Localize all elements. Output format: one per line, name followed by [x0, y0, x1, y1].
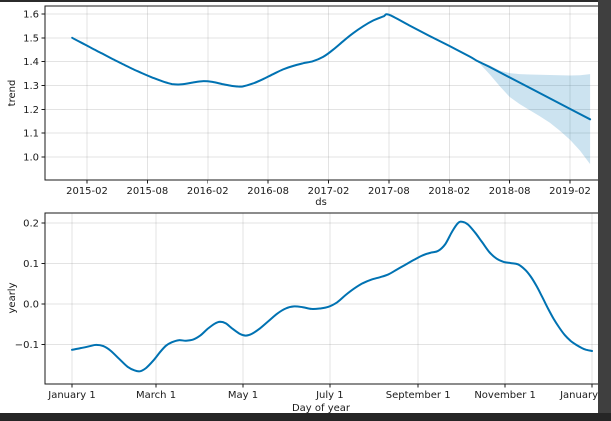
trend-line: [71, 13, 592, 121]
x-tick-label: 2018-02: [428, 186, 470, 197]
x-tick-label: May 1: [228, 390, 258, 401]
trend-yaxis-label: trend: [7, 80, 18, 107]
x-tick-label: 2019-02: [549, 186, 591, 197]
gridlines: [45, 213, 598, 384]
x-tick-label: 2017-08: [368, 186, 410, 197]
y-tick-label: 1.4: [23, 57, 39, 68]
x-tick-label: 2015-08: [126, 186, 168, 197]
yearly-yaxis-label: yearly: [7, 282, 18, 313]
tick-labels: 2015-02 2015-08 2016-02 2016-08 2017-02 2017-…: [23, 10, 591, 198]
y-tick-label: 0.0: [23, 300, 39, 311]
x-tick-label: July 1: [315, 390, 344, 401]
uncertainty-band: [477, 61, 591, 165]
x-tick-label: 2018-08: [489, 186, 531, 197]
x-tick-label: January: [559, 390, 598, 401]
tick-labels: January 1 March 1 May 1 July 1 September 1 No…: [15, 219, 598, 402]
gridlines: [45, 6, 598, 180]
trend-xaxis-label: ds: [315, 197, 327, 208]
y-tick-label: 1.6: [23, 10, 39, 21]
window-border-right: [598, 0, 611, 421]
x-tick-label: January 1: [47, 390, 95, 401]
x-tick-label: 2017-02: [308, 186, 350, 197]
y-tick-label: 1.3: [23, 81, 39, 92]
trend-subplot: 2015-02 2015-08 2016-02 2016-08 2017-02 2017-…: [23, 5, 600, 198]
window-border-bottom: [0, 413, 611, 421]
y-tick-label: 1.0: [23, 152, 39, 163]
yearly-line: [71, 220, 593, 373]
x-tick-label: 2016-02: [187, 186, 229, 197]
y-tick-label: 1.5: [23, 33, 39, 44]
x-tick-label: September 1: [386, 390, 451, 401]
y-tick-label: −0.1: [15, 340, 39, 351]
y-tick-label: 1.2: [23, 105, 39, 116]
x-tick-label: November 1: [474, 390, 536, 401]
y-tick-label: 1.1: [23, 129, 39, 140]
y-tick-label: 0.2: [23, 219, 39, 230]
x-tick-label: 2016-08: [247, 186, 289, 197]
yearly-xaxis-label: Day of year: [292, 403, 351, 414]
window-border-top: [0, 0, 611, 2]
x-tick-label: March 1: [136, 390, 176, 401]
y-tick-label: 0.1: [23, 259, 39, 270]
x-tick-label: 2015-02: [66, 186, 108, 197]
